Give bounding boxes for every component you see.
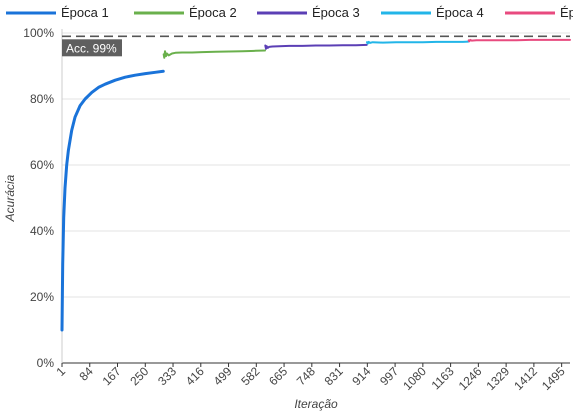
x-tick-label: 1412 (511, 364, 540, 393)
reference-label: Acc. 99% (66, 41, 117, 55)
y-axis-ticks: 0% 20% 40% 60% 80% 100% (23, 26, 54, 370)
y-tick-label: 80% (30, 92, 54, 106)
legend-label: Época 4 (436, 5, 484, 20)
gridlines (61, 29, 570, 364)
x-tick-label: 1 (53, 364, 68, 379)
x-tick-label: 1495 (539, 364, 568, 393)
x-tick-label: 831 (322, 364, 346, 388)
series-line-2 (162, 49, 266, 59)
legend-label: Época 1 (61, 5, 109, 20)
x-tick-label: 997 (377, 364, 401, 388)
x-tick-label: 333 (155, 364, 179, 388)
x-tick-label: 748 (294, 364, 318, 388)
x-axis-ticks: 1 84 167 250 333 416 499 582 665 748 831 914 9971080… (53, 363, 568, 393)
x-tick-label: 665 (266, 364, 290, 388)
x-tick-label: 84 (77, 364, 97, 384)
y-tick-label: 100% (23, 26, 54, 40)
series-lines (60, 38, 571, 332)
legend-label: Época 3 (312, 5, 360, 20)
legend: Época 1 Época 2 Época 3 Época 4 Época 5 (6, 5, 573, 20)
reference-label-box (62, 39, 122, 57)
series-line-1 (60, 69, 165, 332)
reference-line-group: Acc. 99% (62, 35, 570, 57)
y-tick-label: 20% (30, 290, 54, 304)
x-tick-label: 1329 (483, 364, 512, 393)
x-tick-label: 250 (127, 364, 151, 388)
legend-label: Época 5 (560, 5, 573, 20)
y-tick-label: 60% (30, 158, 54, 172)
y-tick-label: 40% (30, 224, 54, 238)
x-tick-label: 499 (211, 364, 235, 388)
series-line-5 (467, 38, 571, 43)
y-tick-label: 0% (37, 356, 55, 370)
y-axis-title: Acurácia (3, 174, 17, 222)
x-tick-label: 167 (100, 364, 124, 388)
series-line-3 (264, 43, 368, 50)
x-tick-label: 1080 (400, 364, 429, 393)
legend-label: Época 2 (189, 5, 237, 20)
x-tick-label: 914 (349, 364, 373, 388)
x-tick-label: 1246 (456, 364, 485, 393)
x-tick-label: 416 (183, 364, 207, 388)
series-line-4 (366, 40, 470, 45)
x-tick-label: 1163 (429, 364, 457, 392)
x-tick-label: 582 (238, 364, 262, 388)
x-axis-title: Iteração (294, 397, 338, 411)
